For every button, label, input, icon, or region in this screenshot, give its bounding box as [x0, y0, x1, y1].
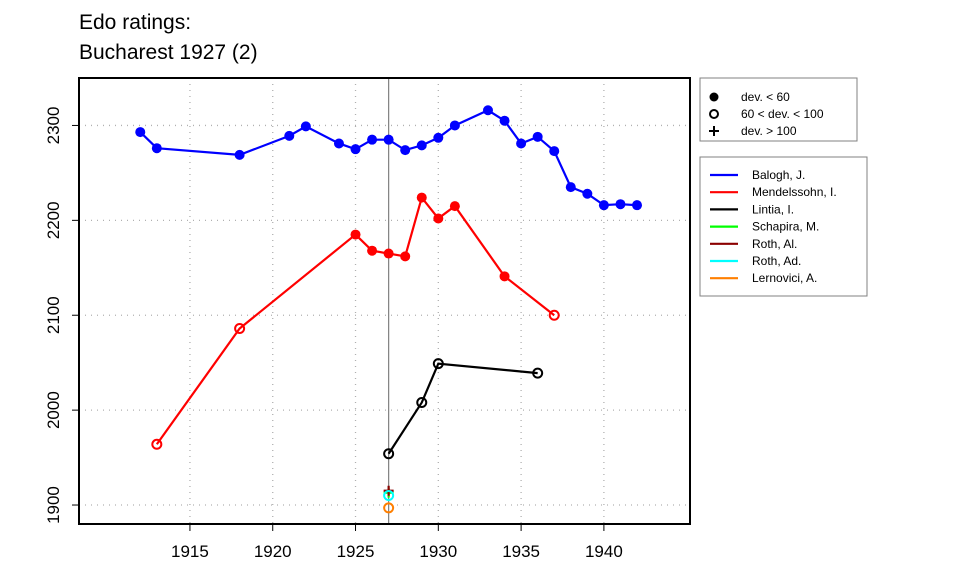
data-point	[433, 213, 444, 224]
legend-open-circle-icon	[709, 109, 719, 119]
data-point	[416, 397, 428, 409]
data-point	[383, 490, 395, 502]
deviation-legend-box	[699, 77, 858, 142]
data-point	[367, 245, 378, 256]
data-point	[532, 367, 544, 379]
series-roth-ad	[383, 490, 395, 502]
x-tick-label: 1925	[337, 542, 375, 561]
data-point	[499, 271, 510, 282]
data-point	[151, 438, 163, 450]
chart-title-line-1: Edo ratings:	[79, 11, 192, 34]
series-balogh-j	[135, 105, 643, 211]
data-point	[449, 201, 460, 212]
series-lernovici-a	[383, 502, 395, 514]
data-point	[383, 134, 394, 145]
deviation-legend-label: 60 < dev. < 100	[741, 107, 824, 121]
series-legend-label: Schapira, M.	[752, 220, 819, 234]
data-point	[516, 138, 527, 149]
data-point	[432, 358, 444, 370]
plot-frame	[78, 77, 691, 525]
y-tick-label: 2200	[44, 201, 63, 239]
data-point	[532, 131, 543, 142]
series-legend-label: Mendelssohn, I.	[752, 185, 837, 199]
x-tick-label: 1940	[585, 542, 623, 561]
chart-title: Edo ratings: Bucharest 1927 (2)	[79, 8, 258, 68]
data-point	[482, 105, 493, 116]
deviation-legend-label: dev. > 100	[741, 124, 797, 138]
legend-filled-circle-icon	[709, 92, 719, 102]
x-tick-label: 1920	[254, 542, 292, 561]
data-point	[416, 140, 427, 151]
chart-title-line-2: Bucharest 1927 (2)	[79, 41, 258, 64]
data-point	[615, 199, 626, 210]
data-point	[598, 200, 609, 211]
data-point	[400, 251, 411, 262]
data-point	[449, 120, 460, 131]
series-legend-label: Roth, Al.	[752, 237, 797, 251]
series-legend-label: Balogh, J.	[752, 168, 805, 182]
series-lintia-i	[383, 358, 544, 460]
series-legend-label: Roth, Ad.	[752, 254, 801, 268]
series-legend: Balogh, J. Mendelssohn, I. Lintia, I. Schap…	[699, 156, 868, 297]
data-point	[499, 115, 510, 126]
data-point	[284, 130, 295, 141]
data-point	[549, 146, 560, 157]
deviation-legend-label: dev. < 60	[741, 90, 790, 104]
data-point	[383, 248, 394, 259]
x-tick-label: 1915	[171, 542, 209, 561]
data-point	[400, 145, 411, 156]
axes: 1915 1920 1925 1930 1935 1940 1900 2000 2100 2200…	[44, 107, 623, 561]
data-point	[548, 309, 560, 321]
data-point	[350, 144, 361, 155]
series-group	[135, 105, 643, 514]
data-point	[234, 149, 245, 160]
series-legend-label: Lernovici, A.	[752, 271, 817, 285]
data-point	[383, 448, 395, 460]
data-point	[300, 121, 311, 132]
y-tick-label: 2300	[44, 107, 63, 145]
y-tick-label: 1900	[44, 486, 63, 524]
deviation-legend: dev. < 60 60 < dev. < 100 dev. > 100	[699, 77, 858, 142]
data-point	[234, 323, 246, 335]
x-tick-label: 1930	[419, 542, 457, 561]
data-point	[135, 127, 146, 138]
data-point	[582, 188, 593, 199]
legend-plus-icon	[709, 126, 719, 136]
data-point	[416, 192, 427, 203]
data-point	[565, 182, 576, 193]
series-mendelssohn-i	[151, 192, 560, 450]
series-line	[387, 362, 538, 455]
y-tick-label: 2000	[44, 391, 63, 429]
data-point	[367, 134, 378, 145]
data-point	[333, 138, 344, 149]
series-legend-label: Lintia, I.	[752, 202, 794, 216]
y-tick-label: 2100	[44, 296, 63, 334]
data-point	[350, 229, 361, 240]
data-point	[433, 132, 444, 143]
x-tick-label: 1935	[502, 542, 540, 561]
data-point	[151, 143, 162, 154]
data-point	[632, 200, 643, 211]
data-point	[383, 502, 395, 514]
